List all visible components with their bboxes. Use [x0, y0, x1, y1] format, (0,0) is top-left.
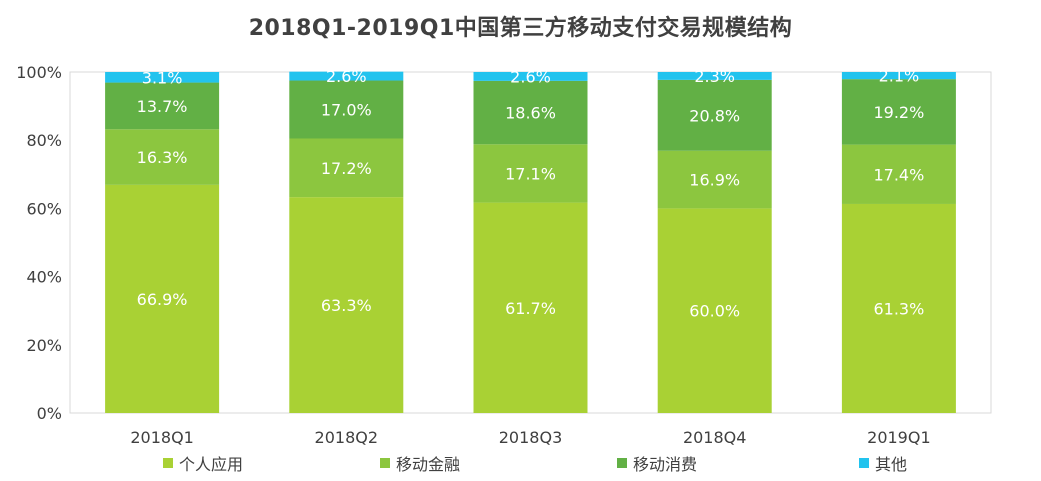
- x-tick-label: 2019Q1: [867, 428, 931, 447]
- x-tick-label: 2018Q4: [683, 428, 747, 447]
- legend-label: 移动金融: [396, 455, 461, 474]
- legend-item: 移动消费: [617, 452, 697, 474]
- chart-title: 2018Q1-2019Q1中国第三方移动支付交易规模结构: [248, 16, 793, 41]
- bar-segment: [105, 72, 220, 83]
- x-tick-label: 2018Q2: [315, 428, 379, 447]
- bars-group: 66.9% 16.3% 13.7% 3.1% 63.3% 17.2% 17.0% 2.6% 61…: [105, 67, 956, 413]
- bar-segment: [473, 144, 588, 203]
- data-label: 60.0%: [689, 302, 740, 321]
- data-label: 66.9%: [137, 290, 188, 309]
- data-label: 20.8%: [689, 106, 740, 125]
- y-tick-label: 40%: [26, 268, 62, 287]
- data-label: 16.9%: [689, 171, 740, 190]
- bar-segment: [841, 203, 956, 413]
- x-tick-label: 2018Q3: [499, 428, 563, 447]
- y-tick-label: 0%: [37, 404, 62, 423]
- legend-item: 其他: [859, 452, 907, 474]
- y-tick-label: 100%: [16, 63, 62, 82]
- y-axis: 0% 20% 40% 60% 80% 100%: [16, 63, 62, 423]
- legend-item: 移动金融: [380, 452, 460, 474]
- bar-segment: [473, 80, 588, 145]
- bar-segment: [105, 82, 220, 130]
- y-tick-label: 80%: [26, 131, 62, 150]
- legend-swatch: [617, 458, 627, 468]
- data-label: 3.1%: [142, 68, 183, 87]
- data-label: 17.0%: [321, 101, 372, 120]
- data-label: 17.4%: [873, 165, 924, 184]
- bar-segment: [657, 150, 772, 209]
- legend-swatch: [859, 458, 869, 468]
- data-label: 61.7%: [505, 299, 556, 318]
- data-label: 17.1%: [505, 164, 556, 183]
- bar-segment: [657, 72, 772, 80]
- data-label: 16.3%: [137, 148, 188, 167]
- data-label: 2.6%: [326, 67, 367, 86]
- bar-segment: [473, 72, 588, 81]
- data-label: 2.6%: [510, 67, 551, 86]
- bar-segment: [657, 208, 772, 413]
- legend-item: 个人应用: [163, 452, 243, 474]
- bar-segment: [657, 79, 772, 151]
- x-tick-label: 2018Q1: [130, 428, 194, 447]
- legend-label: 移动消费: [633, 455, 698, 474]
- data-label: 2.3%: [694, 67, 735, 86]
- bar-segment: [841, 144, 956, 204]
- data-label: 18.6%: [505, 104, 556, 123]
- bar-segment: [289, 80, 404, 139]
- bar-segment: [105, 184, 220, 413]
- bar-segment: [289, 71, 404, 81]
- y-tick-label: 20%: [26, 336, 62, 355]
- bar-segment: [841, 72, 956, 80]
- legend-swatch: [163, 458, 173, 468]
- legend-label: 个人应用: [179, 455, 244, 474]
- data-label: 63.3%: [321, 296, 372, 315]
- data-label: 61.3%: [873, 299, 924, 318]
- legend-swatch: [380, 458, 390, 468]
- y-tick-label: 60%: [26, 199, 62, 218]
- legend-label: 其他: [875, 455, 908, 474]
- bar-segment: [473, 202, 588, 413]
- bar-segment: [841, 79, 956, 145]
- bar-segment: [289, 197, 404, 413]
- x-axis: 2018Q1 2018Q2 2018Q3 2018Q4 2019Q1: [130, 428, 930, 447]
- data-label: 2.1%: [879, 67, 920, 86]
- data-label: 19.2%: [873, 103, 924, 122]
- data-label: 17.2%: [321, 159, 372, 178]
- data-label: 13.7%: [137, 97, 188, 116]
- bar-segment: [105, 129, 220, 185]
- bar-segment: [289, 138, 404, 198]
